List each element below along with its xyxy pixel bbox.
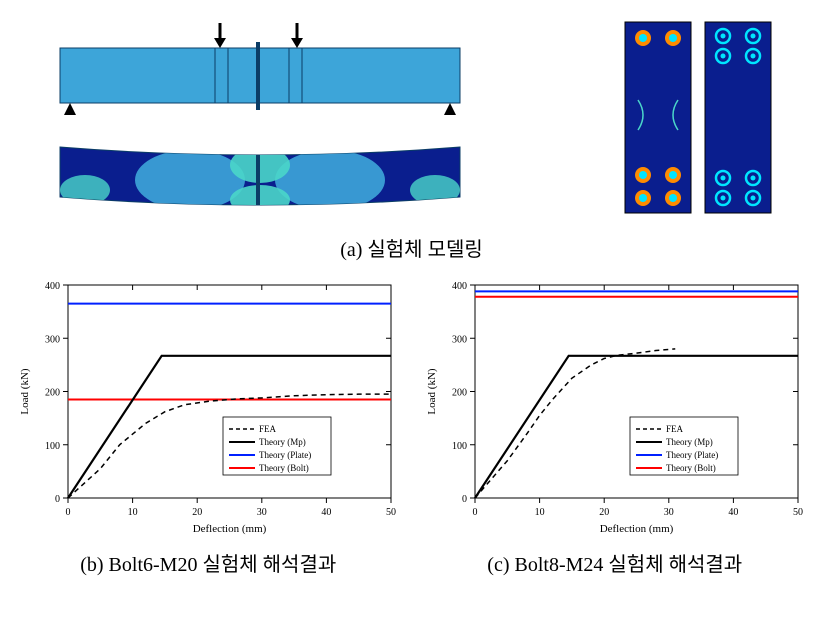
svg-text:Deflection (mm): Deflection (mm) [599,523,673,535]
svg-text:Deflection (mm): Deflection (mm) [193,523,267,535]
svg-text:400: 400 [45,281,60,292]
svg-text:Theory (Mp): Theory (Mp) [259,437,306,447]
svg-text:Theory (Bolt): Theory (Bolt) [259,463,309,473]
svg-text:Load (kN): Load (kN) [19,368,31,414]
bolt-plates [623,20,773,215]
svg-text:20: 20 [192,507,202,518]
svg-text:30: 30 [664,507,674,518]
svg-text:50: 50 [386,507,396,518]
svg-text:0: 0 [66,507,71,518]
svg-text:200: 200 [452,388,467,399]
svg-text:Load (kN): Load (kN) [426,368,438,414]
svg-text:40: 40 [322,507,332,518]
support-left [64,103,76,115]
svg-text:50: 50 [793,507,803,518]
svg-text:40: 40 [728,507,738,518]
load-arrow-right [291,23,303,48]
beam-models [50,20,583,215]
svg-text:20: 20 [599,507,609,518]
svg-text:0: 0 [55,494,60,505]
svg-text:400: 400 [452,281,467,292]
svg-text:0: 0 [472,507,477,518]
svg-text:30: 30 [257,507,267,518]
svg-text:Theory (Plate): Theory (Plate) [666,450,718,460]
chart-b-cell: 0 10 20 30 40 50 0 100 200 300 400 Deflection (mm) L… [13,275,403,585]
charts-row: 010203040500100200300400Deflection (mm)L… [10,275,813,585]
svg-text:Theory (Plate): Theory (Plate) [259,450,311,460]
caption-a: (a) 실험체 모델링 [10,233,813,262]
chart-c: 0 10 20 30 40 50 0 100 200 300 400 Deflection (mm) L… [420,275,810,540]
svg-text:100: 100 [452,441,467,452]
svg-text:Theory (Mp): Theory (Mp) [666,437,713,447]
load-arrow-left [214,23,226,48]
beam-undeformed [50,20,470,120]
bolt-plate-8 [703,20,773,215]
caption-c: (c) Bolt8-M24 실험체 해석결과 [487,548,742,577]
svg-text:FEA: FEA [259,424,277,434]
support-right [444,103,456,115]
bolt-plate-6 [623,20,693,215]
svg-text:300: 300 [45,334,60,345]
chart-b: 0 10 20 30 40 50 0 100 200 300 400 Deflection (mm) L… [13,275,403,540]
model-section [10,10,813,225]
svg-text:Theory (Bolt): Theory (Bolt) [666,463,716,473]
svg-text:100: 100 [45,441,60,452]
figure-container: (a) 실험체 모델링 010203040500100200300400Defl… [10,10,813,585]
svg-text:200: 200 [45,388,60,399]
svg-text:FEA: FEA [666,424,684,434]
svg-text:10: 10 [128,507,138,518]
svg-text:0: 0 [462,494,467,505]
chart-c-cell: 0 10 20 30 40 50 0 100 200 300 400 Deflection (mm) L… [420,275,810,585]
svg-text:300: 300 [452,334,467,345]
caption-b: (b) Bolt6-M20 실험체 해석결과 [80,548,336,577]
beam-deformed [50,135,470,215]
svg-text:10: 10 [534,507,544,518]
